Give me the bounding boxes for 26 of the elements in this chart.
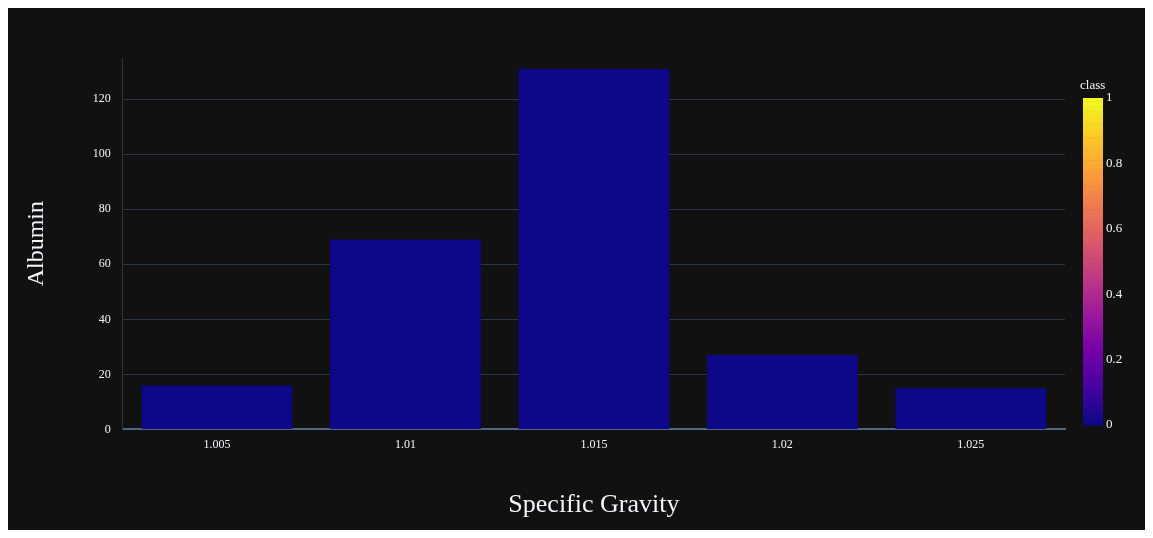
y-tick-label: 20 <box>98 366 111 381</box>
bar <box>141 385 293 429</box>
y-tick-label: 40 <box>98 311 111 326</box>
y-tick-label: 120 <box>92 91 111 106</box>
color-bar-label: 0.8 <box>1106 154 1123 170</box>
bar <box>895 388 1047 429</box>
x-tick-label: 1.015 <box>580 436 608 451</box>
y-tick-label: 100 <box>92 146 111 161</box>
x-tick-label: 1.005 <box>203 436 231 451</box>
x-tick-label: 1.01 <box>394 436 416 451</box>
color-bar-label: 1 <box>1106 89 1113 105</box>
y-tick-label: 80 <box>98 201 111 216</box>
color-bar-label: 0.6 <box>1106 220 1123 236</box>
y-tick-label: 0 <box>104 421 111 436</box>
x-tick-label: 1.025 <box>957 436 985 451</box>
y-axis-title: Albumin <box>21 201 48 287</box>
bar <box>330 239 481 429</box>
bar <box>518 69 670 429</box>
y-tick-label: 60 <box>98 256 111 271</box>
bar <box>706 355 858 429</box>
color-bar-title: class <box>1080 76 1106 92</box>
color-bar-label: 0.4 <box>1106 285 1123 301</box>
color-bar-label: 0 <box>1106 416 1113 432</box>
x-axis-title: Specific Gravity <box>508 489 680 519</box>
x-tick-label: 1.02 <box>771 436 793 451</box>
color-bar-label: 0.2 <box>1106 351 1123 367</box>
